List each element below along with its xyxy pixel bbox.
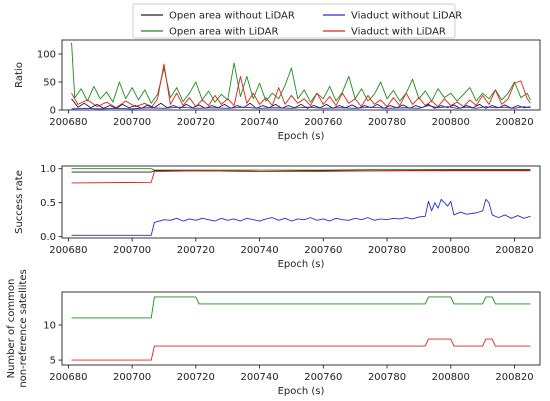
series-line-viaduct-with-lidar: [71, 170, 531, 184]
series-line-viaduct-with-lidar: [71, 63, 531, 109]
chart-panels: 200680 200700 200720 200740 200760 200780 2008…: [6, 39, 541, 397]
x-tick-label: 200780: [368, 372, 406, 383]
x-axis-label: Epoch (s): [278, 259, 325, 270]
series-line-open-area-with-lidar: [71, 168, 531, 171]
legend-box: [132, 3, 456, 39]
x-axis-label: Epoch (s): [278, 131, 325, 142]
x-tick-label: 200780: [368, 245, 406, 256]
legend-label: Viaduct with LiDAR: [351, 27, 446, 38]
series-line-viaduct-without-lidar: [71, 105, 531, 110]
x-tick-label: 200760: [304, 245, 342, 256]
x-tick-label: 200700: [113, 117, 151, 128]
series-group: [71, 168, 531, 236]
series-group: [71, 296, 531, 361]
x-tick-label: 200720: [177, 117, 215, 128]
x-tick-label: 200820: [495, 117, 533, 128]
x-tick-label: 200760: [304, 372, 342, 383]
x-tick-label: 200760: [304, 117, 342, 128]
y-tick-label: 1.0: [40, 164, 56, 175]
legend-label: Open area without LiDAR: [169, 11, 295, 22]
y-tick-label: 100: [37, 50, 56, 61]
legend-label: Open area with LiDAR: [169, 27, 278, 38]
y-axis-label: Ratio: [14, 62, 25, 88]
y-tick-label: 0.0: [40, 232, 56, 243]
x-tick-label: 200720: [177, 245, 215, 256]
axes-frame: [61, 165, 541, 239]
legend-entry: Open area without LiDAR: [141, 11, 295, 22]
y-tick-label: 5: [50, 356, 56, 367]
legend-entry: Open area with LiDAR: [141, 27, 278, 38]
axes-frame: [61, 291, 541, 366]
x-tick-label: 200800: [432, 372, 470, 383]
x-tick-label: 200740: [240, 117, 278, 128]
x-tick-label: 200700: [113, 245, 151, 256]
y-axis-label-line: non-reference satellites: [18, 269, 29, 387]
y-tick-label: 50: [43, 78, 56, 89]
series-group: [71, 42, 531, 110]
legend-entry: Viaduct with LiDAR: [323, 27, 446, 38]
legend-entry: Viaduct without LiDAR: [323, 11, 462, 22]
x-tick-label: 200740: [240, 372, 278, 383]
x-tick-label: 200720: [177, 372, 215, 383]
x-axis-label: Epoch (s): [278, 386, 325, 397]
y-tick-label: 10: [43, 320, 56, 331]
series-line-viaduct-with-lidar: [71, 338, 531, 361]
x-tick-label: 200780: [368, 117, 406, 128]
series-line-open-area-with-lidar: [71, 296, 531, 319]
x-tick-label: 200820: [495, 245, 533, 256]
x-tick-label: 200740: [240, 245, 278, 256]
panel-satellites: 200680 200700 200720 200740 200760 200780 2008…: [6, 269, 541, 397]
legend-label: Viaduct without LiDAR: [351, 11, 462, 22]
y-axis-label: Success rate: [14, 170, 25, 234]
x-tick-label: 200680: [49, 245, 87, 256]
x-tick-label: 200680: [49, 372, 87, 383]
axes-frame: [61, 39, 541, 111]
series-line-open-area-with-lidar: [71, 42, 531, 104]
x-tick-label: 200800: [432, 117, 470, 128]
legend: Open area without LiDAR Viaduct without L…: [132, 3, 462, 39]
y-tick-label: 0: [50, 106, 56, 117]
panel-ratio: 200680 200700 200720 200740 200760 200780 2008…: [14, 39, 541, 142]
x-tick-label: 200680: [49, 117, 87, 128]
x-tick-label: 200800: [432, 245, 470, 256]
y-tick-label: 0.5: [40, 198, 56, 209]
panel-success: 200680 200700 200720 200740 200760 200780 2008…: [14, 164, 541, 270]
series-line-open-area-without-lidar: [71, 98, 531, 109]
x-tick-label: 200820: [495, 372, 533, 383]
y-axis-label-line: Number of common: [6, 279, 17, 379]
series-line-viaduct-without-lidar: [71, 198, 531, 236]
x-tick-label: 200700: [113, 372, 151, 383]
